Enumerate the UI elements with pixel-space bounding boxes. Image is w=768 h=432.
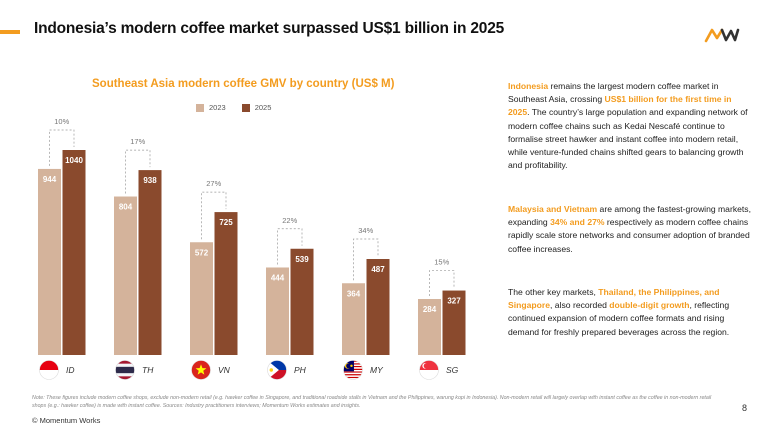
category-label-vn: VN (218, 365, 231, 375)
growth-label-ph: 22% (282, 216, 297, 225)
value-label-2025-th: 938 (143, 176, 157, 185)
growth-bracket-id (49, 129, 75, 166)
growth-label-th: 17% (130, 137, 145, 146)
legend-label-2025: 2025 (254, 103, 272, 112)
growth-bracket-vn (201, 191, 227, 240)
legend-item-2023: 2023 (196, 103, 226, 112)
p3-run-4: , reflecting continued expansion of mode… (508, 300, 730, 337)
p2-run-2: 34% and 27% (550, 217, 605, 228)
legend-swatch-2025 (241, 103, 250, 112)
p1-run-2: US$1 billion for the first time in 2025 (508, 94, 732, 118)
value-label-2023-sg: 284 (423, 305, 437, 314)
value-label-2025-ph: 539 (295, 255, 309, 264)
growth-label-my: 34% (358, 226, 373, 235)
chart-title: Southeast Asia modern coffee GMV by coun… (92, 78, 395, 90)
commentary-other-markets: The other key markets, Thailand, the Phi… (508, 286, 753, 339)
p1-run-3: . The country’s large population and exp… (508, 107, 748, 171)
value-label-2025-vn: 725 (219, 218, 233, 227)
p3-run-1: Thailand, the Philippines, and Singapore (508, 287, 720, 311)
bar-2023-ph (266, 267, 289, 355)
chart-legend: 2023 2025 (196, 103, 271, 112)
category-label-my: MY (370, 365, 384, 375)
value-label-2025-id: 1040 (65, 156, 83, 165)
flag-th-icon (115, 360, 135, 380)
value-label-2023-id: 944 (43, 175, 57, 184)
p2-run-1: are among the fastest-growing markets, e… (508, 204, 751, 228)
footnote: Note: These figures include modern coffe… (32, 395, 712, 409)
value-label-2025-my: 487 (371, 265, 385, 274)
growth-bracket-th (125, 149, 151, 194)
growth-label-id: 10% (54, 117, 69, 126)
gmv-bar-chart: 944 1040 10% ID 804 938 17% TH 572 725 27% VN 444 539… (38, 117, 466, 380)
growth-bracket-sg (429, 270, 455, 297)
growth-bracket-my (353, 238, 379, 281)
value-label-2023-my: 364 (347, 289, 361, 298)
flag-id-icon (39, 360, 59, 380)
legend-label-2023: 2023 (209, 103, 226, 112)
bar-2023-my (342, 283, 365, 355)
flag-my-icon (343, 360, 363, 380)
value-label-2023-ph: 444 (271, 273, 285, 282)
copyright: © Momentum Works (32, 416, 101, 425)
page-number: 8 (742, 403, 748, 413)
bar-2023-sg (418, 299, 441, 355)
p1-run-1: remains the largest modern coffee market… (508, 81, 719, 105)
bar-2025-id (62, 150, 86, 355)
growth-label-vn: 27% (206, 179, 221, 188)
growth-label-sg: 15% (434, 258, 449, 267)
commentary-indonesia: Indonesia remains the largest modern cof… (508, 80, 753, 172)
p3-run-0: The other key markets, (508, 287, 599, 297)
p2-run-0: Malaysia and Vietnam (508, 204, 598, 214)
bar-2023-th (114, 196, 137, 355)
category-label-sg: SG (446, 365, 459, 375)
flag-sg-icon (419, 360, 439, 380)
legend-swatch-2023 (196, 103, 204, 112)
flag-ph-icon (267, 360, 287, 380)
value-label-2025-sg: 327 (447, 297, 461, 306)
p3-run-3: double-digit growth (609, 300, 690, 311)
commentary-malaysia-vietnam: Malaysia and Vietnam are among the faste… (508, 203, 753, 256)
page-title: Indonesia’s modern coffee market surpass… (34, 20, 505, 37)
bar-2025-vn (214, 212, 238, 355)
bar-2025-sg (442, 290, 466, 355)
title-accent-bar (0, 30, 20, 34)
momentum-works-logo-icon (704, 28, 740, 43)
p2-run-3: respectively as modern coffee chains rap… (508, 217, 750, 254)
category-label-ph: PH (294, 365, 307, 375)
category-label-id: ID (66, 365, 75, 375)
bar-2025-ph (290, 248, 314, 355)
p3-run-2: , also recorded (550, 300, 610, 311)
bar-2025-my (366, 259, 390, 355)
value-label-2023-vn: 572 (195, 248, 209, 257)
legend-item-2025: 2025 (241, 103, 272, 112)
p1-run-0: Indonesia (508, 81, 549, 91)
bar-2023-id (38, 168, 61, 355)
category-label-th: TH (142, 365, 154, 375)
value-label-2023-th: 804 (119, 203, 133, 212)
growth-bracket-ph (277, 228, 303, 265)
flag-vn-icon (191, 360, 211, 380)
bar-2025-th (138, 170, 162, 355)
bar-2023-vn (190, 242, 213, 355)
